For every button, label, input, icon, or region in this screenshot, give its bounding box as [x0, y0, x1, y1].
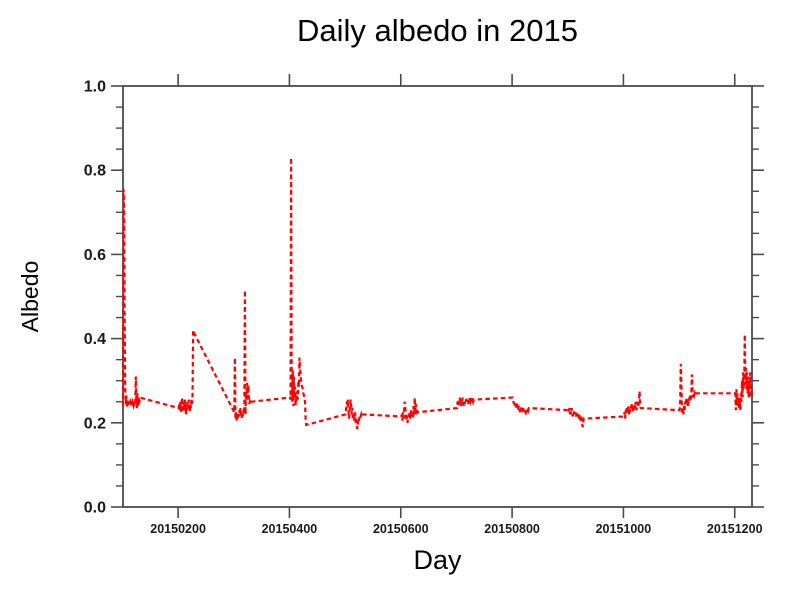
- y-tick-label: 1.0: [84, 79, 106, 96]
- y-tick-label: 0.8: [84, 163, 106, 180]
- x-axis-ticks: 20150200 20150400 20150600 20150800 20151000…: [150, 74, 763, 536]
- x-tick-label: 20150200: [150, 522, 206, 536]
- y-tick-label: 0.2: [84, 415, 106, 432]
- x-axis-title: Day: [413, 545, 462, 575]
- chart-title: Daily albedo in 2015: [297, 13, 578, 48]
- y-tick-label: 0.0: [84, 500, 106, 517]
- x-tick-label: 20151200: [707, 522, 763, 536]
- y-tick-label: 0.4: [84, 331, 106, 348]
- y-tick-label: 0.6: [84, 247, 106, 264]
- albedo-dashed-line: [121, 157, 754, 430]
- plot-axes: [122, 85, 753, 508]
- plot-frame: [122, 85, 753, 508]
- x-tick-label: 20150400: [262, 522, 318, 536]
- x-tick-label: 20150600: [373, 522, 429, 536]
- albedo-series: [121, 157, 754, 430]
- y-axis-ticks: 0.0 0.2 0.4 0.6 0.8 1.0: [84, 79, 764, 517]
- y-axis-title: Albedo: [17, 261, 43, 333]
- x-tick-label: 20151000: [596, 522, 652, 536]
- x-tick-label: 20150800: [484, 522, 540, 536]
